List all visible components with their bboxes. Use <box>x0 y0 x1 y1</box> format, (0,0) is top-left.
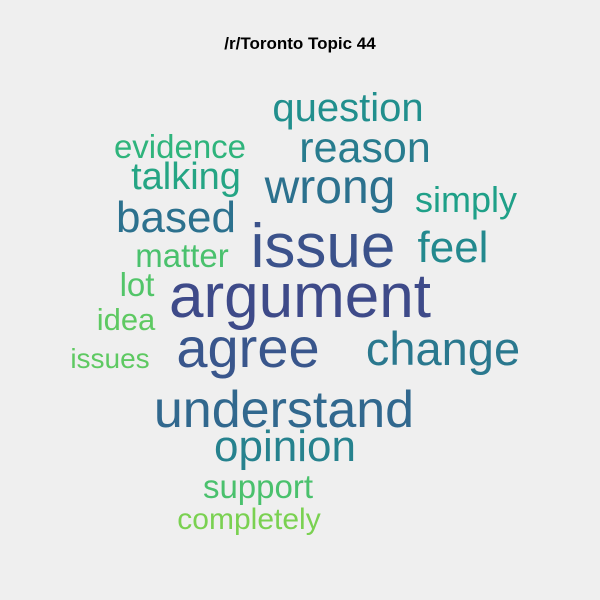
word-matter: matter <box>135 237 229 274</box>
word-reason: reason <box>299 124 430 172</box>
word-wrong: wrong <box>264 161 396 214</box>
word-simply: simply <box>415 179 517 220</box>
word-completely: completely <box>177 503 320 536</box>
word-opinion: opinion <box>214 422 356 471</box>
word-agree: agree <box>176 316 319 379</box>
word-lot: lot <box>120 266 155 303</box>
word-argument: argument <box>169 262 431 331</box>
word-based: based <box>116 193 236 242</box>
word-support: support <box>203 468 313 505</box>
word-evidence: evidence <box>114 128 246 165</box>
word-question: question <box>272 86 423 130</box>
word-idea: idea <box>97 302 156 337</box>
word-understand: understand <box>154 381 414 439</box>
word-talking: talking <box>131 156 241 198</box>
word-feel: feel <box>418 223 489 272</box>
chart-title: /r/Toronto Topic 44 <box>224 34 376 53</box>
word-issues: issues <box>70 343 149 374</box>
word-change: change <box>366 322 520 375</box>
word-issue: issue <box>251 212 396 281</box>
